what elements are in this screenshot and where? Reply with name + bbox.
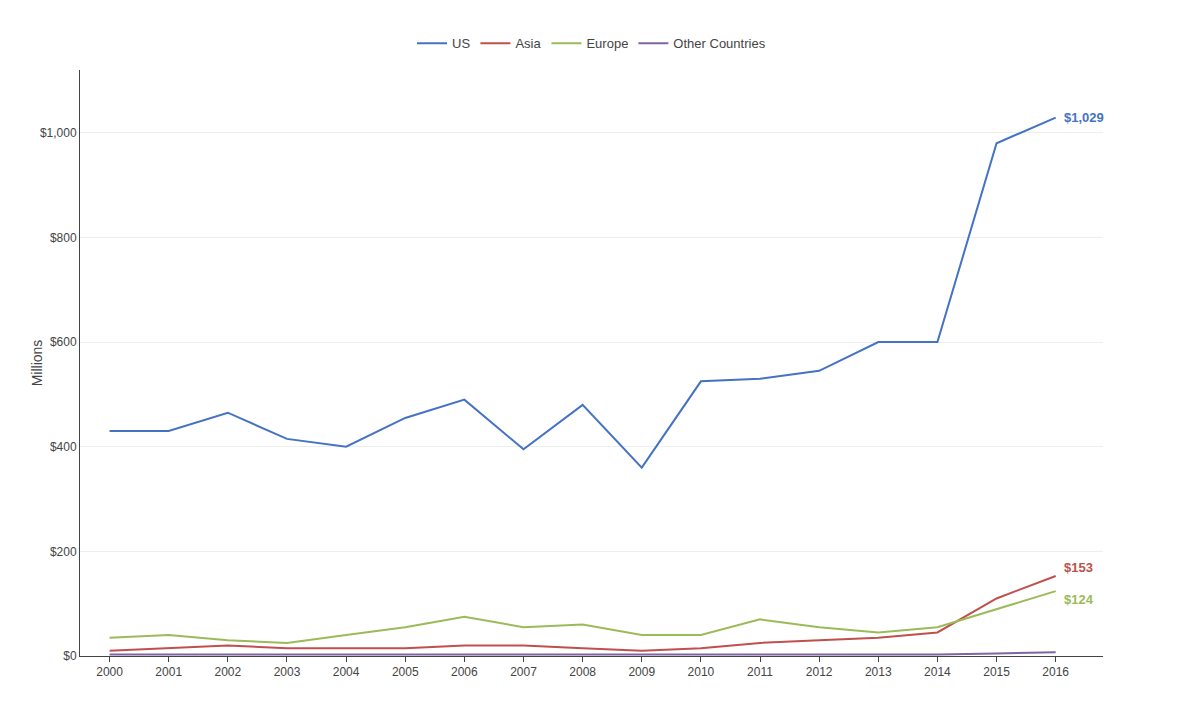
svg-text:US: US xyxy=(452,36,470,51)
svg-text:2014: 2014 xyxy=(924,665,951,679)
svg-text:2008: 2008 xyxy=(569,665,596,679)
svg-text:2001: 2001 xyxy=(155,665,182,679)
svg-text:Asia: Asia xyxy=(515,36,541,51)
svg-text:Millions: Millions xyxy=(29,340,45,387)
svg-text:$200: $200 xyxy=(50,545,77,559)
svg-text:2011: 2011 xyxy=(747,665,773,679)
svg-text:$153: $153 xyxy=(1064,560,1093,575)
svg-text:2016: 2016 xyxy=(1042,665,1069,679)
svg-text:2010: 2010 xyxy=(688,665,715,679)
svg-text:2009: 2009 xyxy=(628,665,655,679)
svg-text:2012: 2012 xyxy=(806,665,833,679)
svg-text:2004: 2004 xyxy=(333,665,360,679)
svg-text:$124: $124 xyxy=(1064,592,1094,607)
svg-text:Other Countries: Other Countries xyxy=(673,36,765,51)
svg-text:$1,000: $1,000 xyxy=(40,126,77,140)
svg-text:$1,029: $1,029 xyxy=(1064,110,1104,125)
svg-text:$0: $0 xyxy=(63,649,77,663)
svg-text:2002: 2002 xyxy=(214,665,241,679)
svg-text:2013: 2013 xyxy=(865,665,892,679)
svg-text:2000: 2000 xyxy=(96,665,123,679)
svg-text:Europe: Europe xyxy=(586,36,628,51)
svg-text:2003: 2003 xyxy=(274,665,301,679)
svg-text:$800: $800 xyxy=(50,231,77,245)
svg-text:$400: $400 xyxy=(50,440,77,454)
svg-text:2007: 2007 xyxy=(510,665,537,679)
svg-text:2015: 2015 xyxy=(983,665,1010,679)
svg-text:2005: 2005 xyxy=(392,665,419,679)
svg-text:2006: 2006 xyxy=(451,665,478,679)
svg-text:$600: $600 xyxy=(50,335,77,349)
